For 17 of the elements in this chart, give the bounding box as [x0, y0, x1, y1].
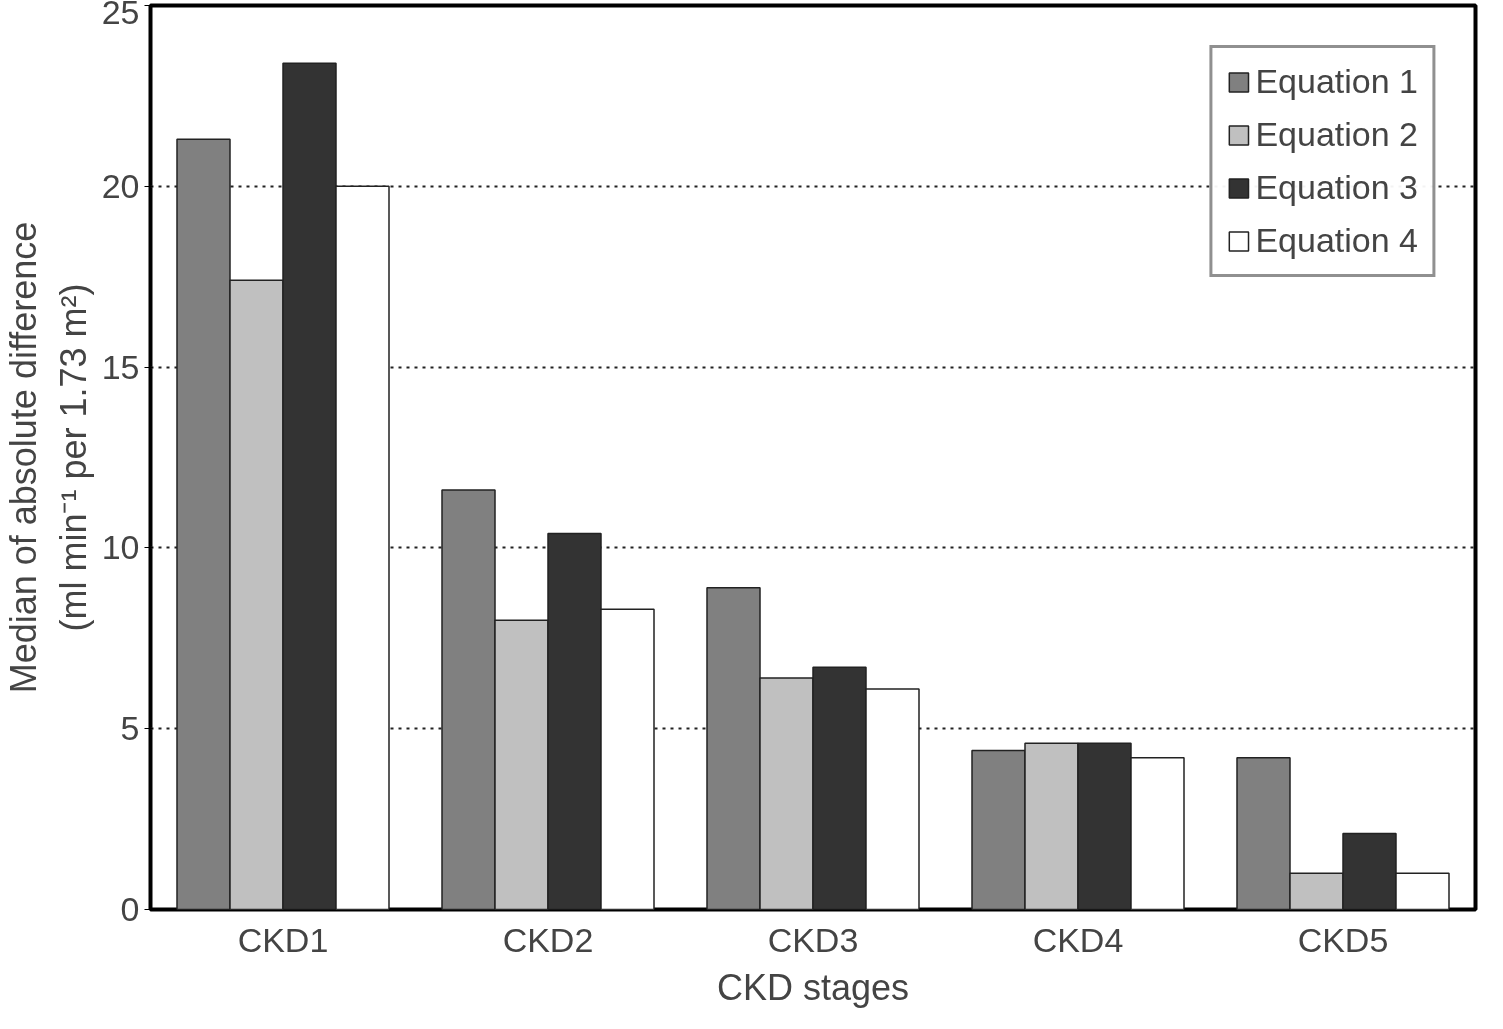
x-tick-label: CKD2 — [502, 920, 594, 959]
y-tick-label: 25 — [101, 0, 140, 31]
y-axis-title: Median of absolute difference (ml min⁻¹ per 1.73 m²) — [3, 221, 94, 694]
legend-label: Equation 4 — [1255, 221, 1418, 260]
x-tick-label: CKD3 — [767, 920, 859, 959]
y-tick-label: 15 — [101, 347, 140, 386]
y-tick-label: 0 — [120, 890, 140, 928]
x-tick-label: CKD4 — [1032, 920, 1124, 959]
legend-label: Equation 1 — [1255, 62, 1418, 101]
legend-label: Equation 3 — [1255, 168, 1418, 207]
x-tick-label: CKD1 — [237, 920, 329, 959]
y-tick-label: 5 — [120, 709, 140, 748]
y-tick-label: 20 — [101, 166, 140, 205]
x-axis-title: CKD stages — [716, 966, 910, 1008]
legend-label: Equation 2 — [1255, 115, 1418, 154]
x-tick-label: CKD5 — [1297, 920, 1389, 959]
y-tick-label: 10 — [101, 528, 140, 567]
